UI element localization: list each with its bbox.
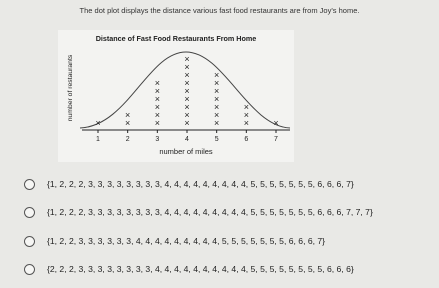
option[interactable]: {1, 2, 2, 2, 3, 3, 3, 3, 3, 3, 3, 3, 4, … bbox=[24, 205, 373, 219]
x-mark: × bbox=[184, 94, 189, 104]
dot-plot: Distance of Fast Food Restaurants From H… bbox=[58, 30, 294, 162]
x-tick-label: 1 bbox=[96, 136, 100, 143]
option[interactable]: {1, 2, 2, 2, 3, 3, 3, 3, 3, 3, 3, 3, 4, … bbox=[24, 177, 354, 191]
question: The dot plot displays the distance vario… bbox=[79, 6, 360, 15]
plot-background bbox=[58, 30, 294, 162]
x-mark: × bbox=[184, 102, 189, 112]
dot-column: ××× bbox=[244, 102, 249, 128]
x-mark: × bbox=[155, 86, 160, 96]
bell-curve bbox=[79, 51, 291, 129]
radio-button[interactable] bbox=[24, 206, 35, 218]
x-mark: × bbox=[184, 78, 189, 88]
x-mark: × bbox=[214, 70, 219, 80]
option-text: {1, 2, 2, 2, 3, 3, 3, 3, 3, 3, 3, 3, 4, … bbox=[47, 179, 354, 189]
x-tick-label: 4 bbox=[185, 136, 189, 143]
chart-title: Distance of Fast Food Restaurants From H… bbox=[96, 34, 257, 43]
x-mark: × bbox=[155, 118, 160, 128]
x-mark: × bbox=[214, 118, 219, 128]
option-text: {1, 2, 2, 3, 3, 3, 3, 3, 3, 4, 4, 4, 4, … bbox=[47, 236, 326, 246]
x-mark: × bbox=[214, 94, 219, 104]
dot-column: × bbox=[95, 118, 100, 128]
x-mark: × bbox=[184, 110, 189, 120]
radio-button[interactable] bbox=[24, 235, 35, 247]
x-mark: × bbox=[244, 102, 249, 112]
dot-column: ××××××× bbox=[214, 70, 219, 128]
x-mark: × bbox=[244, 110, 249, 120]
x-mark: × bbox=[214, 78, 219, 88]
dot-column: ××××××××× bbox=[184, 54, 189, 128]
x-tick-label: 6 bbox=[244, 136, 248, 143]
x-mark: × bbox=[184, 86, 189, 96]
x-mark: × bbox=[184, 54, 189, 64]
x-mark: × bbox=[125, 110, 130, 120]
x-mark: × bbox=[214, 102, 219, 112]
dot-column: ×× bbox=[125, 110, 130, 128]
x-mark: × bbox=[155, 110, 160, 120]
dot-column: × bbox=[273, 118, 278, 128]
radio-button[interactable] bbox=[24, 178, 35, 190]
x-mark: × bbox=[214, 110, 219, 120]
x-mark: × bbox=[273, 118, 278, 128]
x-mark: × bbox=[155, 78, 160, 88]
x-mark: × bbox=[125, 118, 130, 128]
x-mark: × bbox=[184, 118, 189, 128]
x-axis-label: number of miles bbox=[159, 147, 213, 156]
y-axis-label: number of restaurants bbox=[67, 54, 74, 121]
x-mark: × bbox=[184, 62, 189, 72]
x-mark: × bbox=[155, 102, 160, 112]
x-tick-label: 7 bbox=[274, 136, 278, 143]
option-text: {2, 2, 2, 3, 3, 3, 3, 3, 3, 3, 3, 4, 4, … bbox=[47, 264, 354, 274]
option-text: {1, 2, 2, 2, 3, 3, 3, 3, 3, 3, 3, 3, 4, … bbox=[47, 207, 373, 217]
option[interactable]: {2, 2, 2, 3, 3, 3, 3, 3, 3, 3, 3, 4, 4, … bbox=[24, 262, 354, 276]
x-tick-label: 5 bbox=[215, 136, 219, 143]
x-mark: × bbox=[184, 70, 189, 80]
x-mark: × bbox=[155, 94, 160, 104]
dot-column: ×××××× bbox=[155, 78, 160, 128]
option[interactable]: {1, 2, 2, 3, 3, 3, 3, 3, 3, 4, 4, 4, 4, … bbox=[24, 234, 325, 248]
x-mark: × bbox=[95, 118, 100, 128]
radio-button[interactable] bbox=[24, 263, 35, 275]
x-mark: × bbox=[214, 86, 219, 96]
x-tick-label: 2 bbox=[126, 136, 130, 143]
x-mark: × bbox=[244, 118, 249, 128]
x-tick-label: 3 bbox=[155, 136, 159, 143]
